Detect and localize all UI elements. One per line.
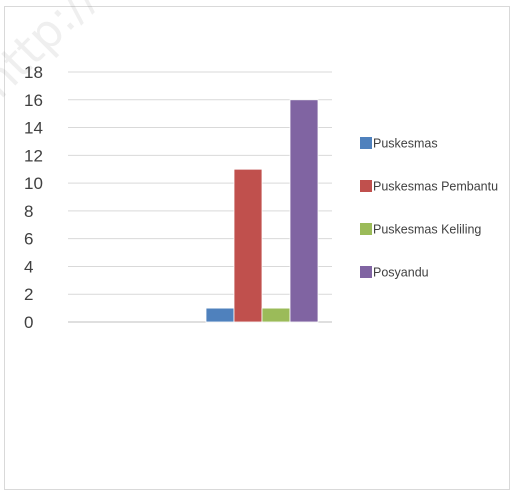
y-tick-label: 0: [24, 313, 33, 332]
y-tick-label: 12: [24, 146, 43, 165]
legend-swatch: [360, 223, 372, 235]
bars: [205, 99, 319, 323]
legend-label: Puskesmas Pembantu: [373, 180, 498, 194]
y-tick-label: 6: [24, 230, 33, 249]
legend-swatch: [360, 180, 372, 192]
legend-label: Puskesmas Keliling: [373, 223, 481, 237]
legend-swatch: [360, 266, 372, 278]
y-tick-label: 14: [24, 119, 43, 138]
legend-swatch: [360, 137, 372, 149]
y-tick-label: 2: [24, 285, 33, 304]
bar-puskesmas-keliling: [261, 307, 291, 323]
y-tick-label: 16: [24, 91, 43, 110]
bar-puskesmas: [205, 307, 235, 323]
y-tick-label: 4: [24, 257, 33, 276]
y-tick-label: 8: [24, 202, 33, 221]
legend-label: Puskesmas: [373, 137, 438, 151]
y-tick-label: 10: [24, 174, 43, 193]
bar-puskesmas-pembantu: [233, 168, 263, 323]
legend: Puskesmas Puskesmas Pembantu Puskesmas Kel…: [360, 137, 498, 280]
bar-posyandu: [289, 99, 319, 323]
legend-label: Posyandu: [373, 266, 429, 280]
y-tick-label: 18: [24, 63, 43, 82]
y-axis-ticks: 0 2 4 6 8 10 12 14 16 18: [24, 63, 43, 332]
